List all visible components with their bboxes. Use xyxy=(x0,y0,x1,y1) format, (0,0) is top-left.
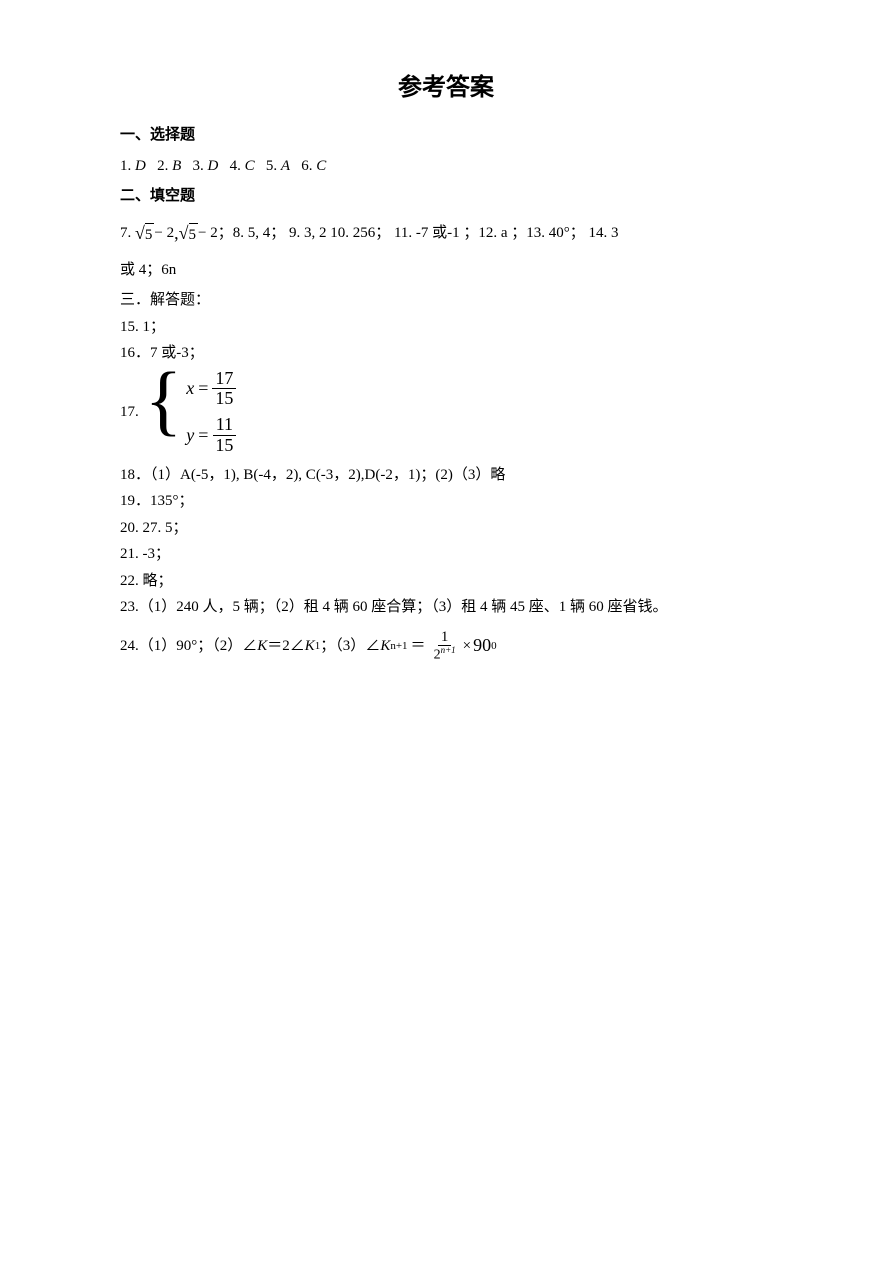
eq-y: y = 11 15 xyxy=(186,415,236,456)
q15: 15. 1； xyxy=(120,316,772,339)
q17-system: { x = 17 15 y = 11 15 xyxy=(145,369,237,456)
section-3-heading: 三．解答题： xyxy=(120,289,772,312)
q7-rest: ；8. 5, 4； 9. 3, 2 10. 256； 11. -7 或-1 ；1… xyxy=(218,222,619,245)
q1-ans: D xyxy=(135,158,146,174)
x-var: x xyxy=(186,375,194,402)
q17-label: 17. xyxy=(120,401,139,424)
q21: 21. -3； xyxy=(120,543,772,566)
q24-den-exp: n+1 xyxy=(441,645,456,655)
q24-frac-den: 2n+1 xyxy=(431,646,459,663)
sqrt-radicand-1: 5 xyxy=(145,223,155,247)
q2-num: 2. xyxy=(157,158,168,174)
q17: 17. { x = 17 15 y = 11 15 xyxy=(120,369,772,456)
frac-x-den: 15 xyxy=(212,389,236,409)
q24-times: × xyxy=(463,635,471,658)
q7-line2: 或 4；6n xyxy=(120,259,772,282)
q7-label: 7. xyxy=(120,222,131,245)
frac-x: 17 15 xyxy=(212,369,236,410)
sqrt-expr-2: √ 5 xyxy=(179,220,198,247)
frac-y-den: 15 xyxy=(212,436,236,456)
sqrt-expr-1: √ 5 xyxy=(135,220,154,247)
q5-num: 5. xyxy=(266,158,277,174)
q24-K1: K xyxy=(305,635,315,658)
minus-two-2: − 2 xyxy=(198,222,218,245)
q3-num: 3. xyxy=(193,158,204,174)
q6-num: 6. xyxy=(301,158,312,174)
q23: 23.（1）240 人，5 辆；（2）租 4 辆 60 座合算；（3）租 4 辆… xyxy=(120,596,772,619)
q24: 24.（1）90°；（2）∠ K ＝2∠ K 1 ；（3）∠ Kn+1 ＝ 1 2… xyxy=(120,629,772,664)
q4-num: 4. xyxy=(230,158,241,174)
q24-eq2: ＝2∠ xyxy=(267,635,305,658)
y-var: y xyxy=(186,422,194,449)
eq-stack: x = 17 15 y = 11 15 xyxy=(186,369,236,456)
eq-sign-2: = xyxy=(198,422,208,449)
q24-frac-num: 1 xyxy=(438,629,452,647)
q24-prefix: 24.（1）90°；（2）∠ xyxy=(120,635,257,658)
q18: 18．（1）A(-5，1), B(-4，2), C(-3，2),D(-2，1)；… xyxy=(120,464,772,487)
section-1-heading: 一、选择题 xyxy=(120,124,772,147)
left-brace-icon: { xyxy=(145,361,182,448)
q24-ninety: 90 xyxy=(473,632,491,659)
frac-y-num: 11 xyxy=(213,415,236,436)
minus-two-1: − 2 xyxy=(154,222,174,245)
page-title: 参考答案 xyxy=(120,70,772,106)
sqrt-radicand-2: 5 xyxy=(189,223,199,247)
q24-den-base: 2 xyxy=(434,648,441,663)
q24-eq: ＝ xyxy=(411,635,426,658)
q7-line: 7. √ 5 − 2 , √ 5 − 2 ；8. 5, 4； 9. 3, 2 1… xyxy=(120,220,772,247)
sqrt-icon: √ xyxy=(179,220,189,247)
q22: 22. 略； xyxy=(120,570,772,593)
q1-num: 1. xyxy=(120,158,131,174)
q24-K: K xyxy=(257,635,267,658)
section-1-answers: 1. D 2. B 3. D 4. C 5. A 6. C xyxy=(120,155,772,178)
eq-x: x = 17 15 xyxy=(186,369,236,410)
section-2-heading: 二、填空题 xyxy=(120,185,772,208)
q4-ans: C xyxy=(245,158,255,174)
eq-sign-1: = xyxy=(198,375,208,402)
q24-Kn1: K xyxy=(380,635,390,658)
q24-deg: 0 xyxy=(491,638,497,655)
sqrt-icon: √ xyxy=(135,220,145,247)
q6-ans: C xyxy=(316,158,326,174)
q16: 16．7 或-3； xyxy=(120,342,772,365)
q3-ans: D xyxy=(208,158,219,174)
q24-frac: 1 2n+1 xyxy=(431,629,459,664)
q24-semi: ；（3）∠ xyxy=(320,635,380,658)
q24-n1-sub: n+1 xyxy=(390,638,407,655)
frac-y: 11 15 xyxy=(212,415,236,456)
q19: 19．135°； xyxy=(120,490,772,513)
frac-x-num: 17 xyxy=(212,369,236,390)
q2-ans: B xyxy=(172,158,181,174)
q20: 20. 27. 5； xyxy=(120,517,772,540)
q5-ans: A xyxy=(281,158,290,174)
